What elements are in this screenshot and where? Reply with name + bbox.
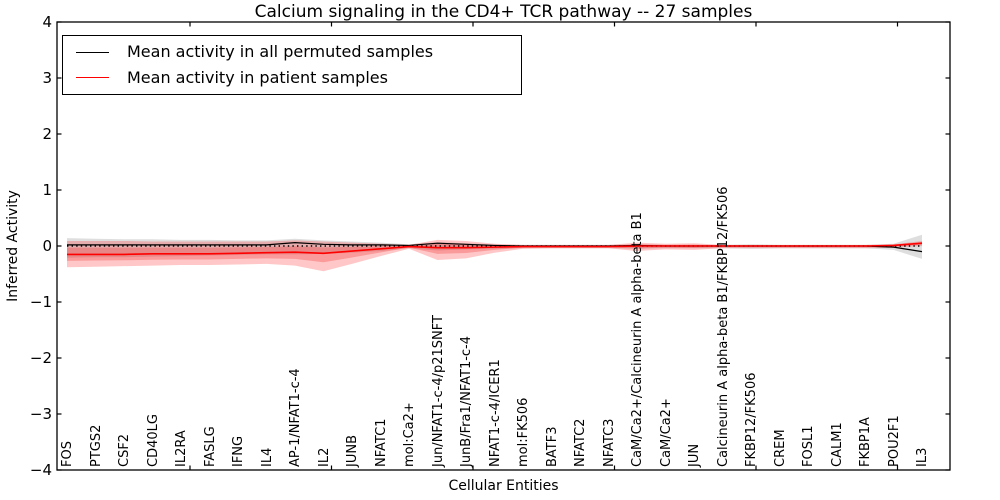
x-tick-label: IFNG	[231, 435, 246, 467]
x-tick-label: NFATC3	[601, 418, 617, 467]
x-tick-label: CaM/Ca2+/Calcineurin A alpha-beta B1	[630, 212, 645, 467]
x-tick-label: FASLG	[202, 426, 218, 467]
x-tick-label: FOSL1	[801, 425, 816, 467]
x-tick-label: CaM/Ca2+	[658, 398, 674, 467]
x-tick-label: NFATC2	[573, 418, 588, 467]
x-tick-label: CREM	[772, 429, 788, 467]
legend-label-patient: Mean activity in patient samples	[127, 67, 388, 87]
y-tick-label: 1	[42, 181, 52, 199]
y-tick-label: −3	[29, 405, 52, 423]
x-tick-label: CD40LG	[145, 414, 161, 467]
y-tick-label: −2	[29, 349, 52, 367]
y-tick-label: 2	[42, 125, 52, 143]
chart-title: Calcium signaling in the CD4+ TCR pathwa…	[254, 2, 753, 22]
x-tick-label: Jun/NFAT1-c-4/p21SNFT	[430, 315, 446, 467]
y-tick-label: 4	[42, 13, 52, 31]
x-tick-label: FKBP1A	[858, 417, 873, 467]
permuted-line-icon	[76, 51, 109, 53]
x-tick-label: FKBP12/FK506	[744, 372, 759, 468]
x-tick-label: mol:Ca2+	[402, 402, 417, 467]
y-tick-label: −1	[29, 293, 52, 311]
x-tick-label: POU2F1	[886, 415, 902, 467]
legend-item-patient: Mean activity in patient samples	[63, 67, 521, 87]
x-tick-label: IL2RA	[174, 430, 189, 467]
x-tick-label: Calcineurin A alpha-beta B1/FKBP12/FK506	[715, 186, 731, 467]
x-tick-label: IL4	[259, 447, 275, 467]
legend: Mean activity in all permuted samples Me…	[62, 35, 522, 95]
x-axis-label: Cellular Entities	[448, 478, 559, 494]
patient-line-icon	[76, 77, 109, 79]
x-tick-label: JunB/Fra1/NFAT1-c-4	[459, 335, 474, 467]
y-tick-label: 3	[42, 69, 52, 87]
legend-label-permuted: Mean activity in all permuted samples	[127, 42, 434, 62]
x-tick-label: NFAT1-c-4/ICER1	[487, 359, 503, 467]
x-tick-label: mol:FK506	[516, 397, 531, 467]
x-tick-label: FOS	[60, 441, 75, 467]
x-tick-label: IL3	[915, 447, 930, 467]
x-tick-label: IL2	[316, 447, 332, 467]
x-tick-label: PTGS2	[88, 424, 104, 467]
x-tick-label: JUN	[687, 443, 702, 467]
y-tick-label: −4	[29, 461, 52, 479]
y-tick-label: 0	[42, 237, 52, 255]
x-tick-label: AP-1/NFAT1-c-4	[288, 368, 303, 467]
x-tick-label: BATF3	[544, 426, 560, 468]
x-tick-label: CALM1	[829, 422, 845, 467]
legend-item-permuted: Mean activity in all permuted samples	[63, 43, 521, 61]
x-tick-label: JUNB	[345, 435, 360, 467]
x-tick-label: CSF2	[117, 433, 132, 467]
x-tick-label: NFATC1	[373, 418, 389, 467]
